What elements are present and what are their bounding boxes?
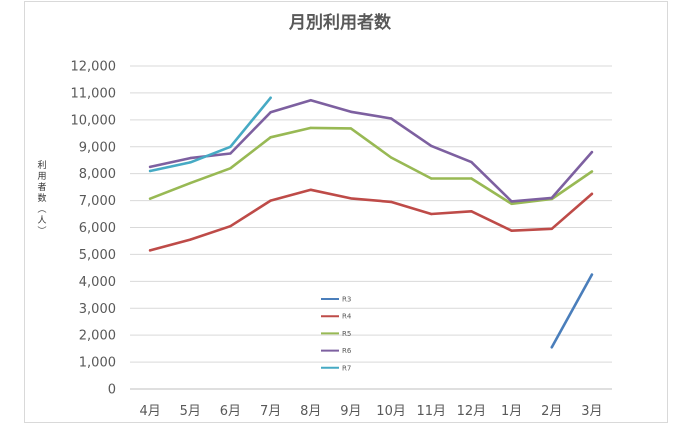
- legend-label: R3: [342, 296, 351, 304]
- legend-label: R4: [342, 313, 352, 321]
- gridlines: [130, 65, 612, 390]
- series-line: [148, 126, 594, 206]
- data-point: [389, 200, 393, 204]
- data-point: [430, 144, 433, 148]
- y-axis-ticks: 0 1,000 2,000 3,000 4,000 5,000 6,000 7,000 8,00…: [71, 60, 117, 398]
- y-tick-label: 9,000: [79, 140, 116, 155]
- series-r7: [148, 96, 272, 173]
- series-line: [148, 98, 594, 203]
- data-point: [349, 197, 353, 200]
- data-point: [229, 224, 232, 228]
- x-tick-label: 10月: [376, 404, 406, 419]
- y-tick-label: 8,000: [79, 167, 116, 182]
- x-tick-label: 8月: [300, 404, 321, 419]
- data-point: [269, 96, 272, 99]
- series-r4: [148, 188, 594, 252]
- y-tick-label: 10,000: [71, 113, 117, 128]
- y-tick-label: 12,000: [71, 60, 117, 75]
- y-tick-label: 6,000: [79, 221, 116, 236]
- data-point: [470, 210, 473, 213]
- x-tick-label: 1月: [501, 404, 522, 419]
- data-point: [349, 127, 353, 130]
- chart-title: 月別利用者数: [288, 12, 392, 33]
- y-tick-label: 1,000: [79, 356, 116, 371]
- data-point: [510, 229, 513, 232]
- y-tick-label: 3,000: [79, 302, 116, 317]
- y-tick-label: 11,000: [71, 86, 117, 101]
- data-point: [189, 181, 192, 185]
- data-point: [229, 152, 232, 155]
- data-point: [430, 212, 433, 216]
- x-tick-label: 2月: [541, 404, 562, 419]
- legend-label: R7: [342, 364, 351, 372]
- data-point: [389, 117, 393, 120]
- chart-frame: [24, 1, 668, 423]
- x-tick-label: 3月: [581, 404, 602, 419]
- x-tick-label: 7月: [260, 404, 281, 419]
- data-point: [148, 165, 152, 169]
- data-point: [269, 111, 272, 114]
- data-point: [148, 197, 152, 200]
- data-point: [309, 126, 312, 130]
- y-tick-label: 2,000: [79, 329, 116, 344]
- legend-label: R6: [342, 347, 352, 355]
- data-point: [148, 169, 152, 173]
- series-line: [148, 96, 272, 173]
- y-tick-label: 5,000: [79, 248, 116, 263]
- legend-label: R5: [342, 330, 351, 338]
- data-point: [590, 192, 594, 196]
- x-tick-label: 11月: [416, 404, 446, 419]
- data-point: [590, 170, 594, 173]
- series-lines: [148, 96, 594, 349]
- x-axis-ticks: 4月 5月 6月 7月 8月 9月 10月 11月 12月 1月 2月 3月: [139, 404, 602, 419]
- y-tick-label: 7,000: [79, 194, 116, 209]
- data-point: [189, 156, 192, 160]
- data-point: [430, 177, 433, 180]
- series-line: [550, 273, 594, 349]
- data-point: [590, 150, 594, 154]
- data-point: [510, 200, 513, 203]
- data-point: [389, 156, 393, 159]
- y-axis-label: 利用者数︵人︶: [37, 159, 46, 237]
- x-tick-label: 6月: [220, 404, 241, 419]
- data-point: [349, 110, 353, 113]
- data-point: [189, 238, 192, 241]
- data-point: [470, 177, 473, 180]
- data-point: [269, 136, 272, 139]
- data-point: [269, 199, 272, 202]
- data-point: [510, 202, 513, 206]
- legend: R3 R4 R5 R6 R7: [321, 296, 352, 372]
- data-point: [590, 273, 594, 276]
- data-point: [148, 249, 152, 252]
- series-r6: [148, 98, 594, 203]
- data-point: [229, 167, 232, 170]
- data-point: [189, 161, 192, 164]
- data-point: [229, 145, 232, 148]
- series-r5: [148, 126, 594, 206]
- x-tick-label: 4月: [139, 404, 160, 419]
- data-point: [470, 160, 473, 164]
- y-tick-label: 0: [108, 383, 116, 398]
- data-point: [309, 98, 312, 102]
- data-point: [550, 346, 553, 349]
- y-tick-label: 4,000: [79, 275, 116, 290]
- data-point: [550, 196, 553, 200]
- x-tick-label: 12月: [457, 404, 487, 419]
- data-point: [550, 227, 553, 231]
- x-tick-label: 5月: [180, 404, 201, 419]
- data-point: [309, 188, 312, 192]
- x-tick-label: 9月: [340, 404, 361, 419]
- series-line: [148, 188, 594, 252]
- series-r3: [550, 273, 594, 349]
